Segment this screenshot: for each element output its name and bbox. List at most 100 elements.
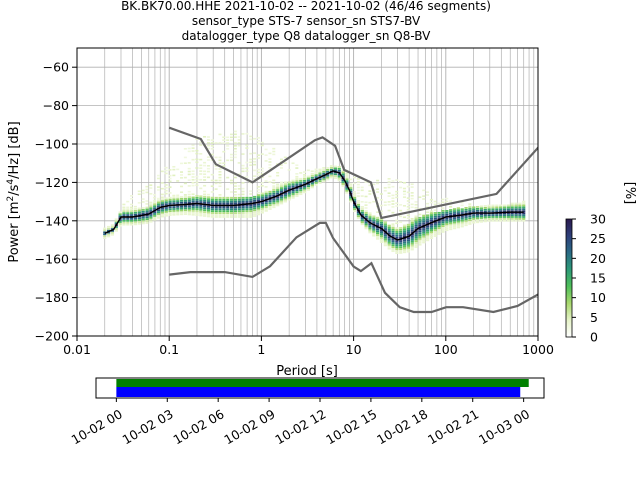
- heatmap-cell-faint: [218, 174, 221, 176]
- heatmap-cell: [480, 217, 483, 219]
- heatmap-cell: [464, 207, 467, 209]
- heatmap-cell-faint: [349, 179, 352, 181]
- heatmap-cell: [168, 206, 171, 208]
- heatmap-cell: [222, 199, 225, 201]
- heatmap-cell: [491, 210, 494, 212]
- colorbar-tick-label: 15: [590, 271, 606, 286]
- heatmap-cell-faint: [234, 136, 237, 138]
- heatmap-cell-faint: [195, 161, 198, 163]
- heatmap-cell: [422, 219, 425, 221]
- heatmap-cell: [288, 181, 291, 183]
- heatmap-cell: [518, 218, 521, 220]
- heatmap-cell: [291, 180, 294, 182]
- heatmap-cell: [484, 205, 487, 207]
- heatmap-cell: [330, 177, 333, 179]
- heatmap-cell-faint: [361, 195, 364, 197]
- heatmap-cell: [291, 185, 294, 187]
- heatmap-cell-faint: [391, 212, 394, 214]
- heatmap-cell-faint: [411, 204, 414, 206]
- heatmap-cell: [134, 220, 137, 222]
- heatmap-cell-faint: [180, 174, 183, 176]
- heatmap-cell-faint: [126, 201, 129, 203]
- heatmap-cell: [249, 210, 252, 212]
- heatmap-cell: [142, 209, 145, 211]
- heatmap-cell: [365, 210, 368, 212]
- heatmap-cell: [411, 237, 414, 239]
- heatmap-cell-faint: [180, 163, 183, 165]
- heatmap-cell: [242, 216, 245, 218]
- heatmap-cell: [438, 216, 441, 218]
- heatmap-cell: [207, 210, 210, 212]
- heatmap-cell: [149, 203, 152, 205]
- heatmap-cell: [226, 212, 229, 214]
- heatmap-cell: [488, 220, 491, 222]
- heatmap-cell: [153, 213, 156, 215]
- heatmap-cell: [476, 219, 479, 221]
- heatmap-cell: [495, 210, 498, 212]
- heatmap-cell: [176, 212, 179, 214]
- heatmap-cell: [491, 206, 494, 208]
- heatmap-cell: [461, 208, 464, 210]
- heatmap-cell: [507, 214, 510, 216]
- heatmap-cell: [234, 214, 237, 216]
- heatmap-cell: [165, 211, 168, 213]
- heatmap-cell-faint: [153, 197, 156, 199]
- heatmap-cell: [126, 214, 129, 216]
- heatmap-cell-faint: [207, 145, 210, 147]
- heatmap-cell: [372, 231, 375, 233]
- heatmap-cell-faint: [399, 221, 402, 223]
- heatmap-cell: [457, 209, 460, 211]
- heatmap-cell: [453, 210, 456, 212]
- heatmap-cell: [488, 214, 491, 216]
- heatmap-cell: [218, 203, 221, 205]
- heatmap-cell-faint: [438, 203, 441, 205]
- title-line-3: datalogger_type Q8 datalogger_sn Q8-BV: [182, 29, 432, 43]
- y-axis-ticks: −200−180−160−140−120−100−80−60: [35, 60, 77, 344]
- heatmap-cell-faint: [245, 167, 248, 169]
- heatmap-cell: [122, 222, 125, 224]
- heatmap-cell-faint: [157, 186, 160, 188]
- heatmap-cell: [491, 216, 494, 218]
- heatmap-cell: [176, 202, 179, 204]
- heatmap-cell: [522, 205, 525, 207]
- heatmap-cell: [361, 221, 364, 223]
- heatmap-cell: [430, 226, 433, 228]
- heatmap-cell: [445, 227, 448, 229]
- heatmap-cell: [253, 200, 256, 202]
- heatmap-cell-faint: [234, 157, 237, 159]
- heatmap-cell: [399, 246, 402, 248]
- heatmap-cell-faint: [253, 175, 256, 177]
- x-tick-label: 0.1: [159, 342, 179, 357]
- heatmap-cell: [211, 210, 214, 212]
- heatmap-cell: [295, 184, 298, 186]
- heatmap-cell-faint: [218, 194, 221, 196]
- heatmap-cell: [418, 223, 421, 225]
- heatmap-cell: [268, 195, 271, 197]
- heatmap-cell: [472, 206, 475, 208]
- heatmap-cell: [122, 218, 125, 220]
- heatmap-cell: [184, 202, 187, 204]
- heatmap-cell: [230, 203, 233, 205]
- heatmap-cell: [453, 218, 456, 220]
- heatmap-cell: [257, 204, 260, 206]
- heatmap-cell: [434, 231, 437, 233]
- heatmap-cell-faint: [238, 185, 241, 187]
- heatmap-cell: [372, 217, 375, 219]
- heatmap-cell: [192, 198, 195, 200]
- heatmap-cell: [422, 228, 425, 230]
- heatmap-cell: [122, 220, 125, 222]
- heatmap-cell: [522, 220, 525, 222]
- heatmap-cell: [307, 189, 310, 191]
- heatmap-cell-faint: [199, 170, 202, 172]
- heatmap-cell: [357, 200, 360, 202]
- heatmap-cell: [245, 214, 248, 216]
- heatmap-cell: [414, 225, 417, 227]
- heatmap-cell: [253, 215, 256, 217]
- heatmap-cell-faint: [157, 189, 160, 191]
- heatmap-cell: [407, 228, 410, 230]
- heatmap-cell: [161, 216, 164, 218]
- heatmap-cell: [453, 220, 456, 222]
- heatmap-cell: [438, 231, 441, 233]
- heatmap-cell-faint: [188, 174, 191, 176]
- heatmap-cell-faint: [134, 206, 137, 208]
